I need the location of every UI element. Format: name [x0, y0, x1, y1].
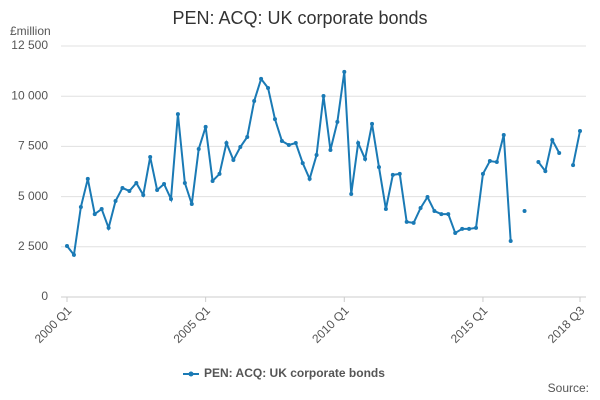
- x-tick-label: 2010 Q1: [309, 303, 352, 346]
- data-point: [446, 212, 451, 217]
- y-tick-label: 12 500: [11, 38, 48, 52]
- data-point: [175, 112, 180, 117]
- data-point: [425, 195, 430, 200]
- data-point: [321, 93, 326, 98]
- y-tick-label: 5 000: [18, 189, 48, 203]
- data-point: [189, 202, 194, 207]
- data-point: [148, 155, 153, 160]
- data-point: [328, 148, 333, 153]
- source: Source:: [548, 381, 589, 395]
- data-point: [453, 230, 458, 235]
- data-point: [99, 207, 104, 212]
- data-point: [571, 163, 576, 168]
- data-point: [432, 209, 437, 214]
- data-point: [203, 124, 208, 129]
- data-point: [460, 226, 465, 231]
- data-point: [168, 197, 173, 202]
- data-point: [231, 158, 236, 163]
- data-point: [370, 121, 375, 126]
- data-point: [404, 219, 409, 224]
- data-point: [307, 176, 312, 181]
- data-point: [363, 157, 368, 162]
- data-point: [349, 191, 354, 196]
- data-point: [314, 153, 319, 158]
- legend-marker: [188, 371, 194, 377]
- x-tick-label: 2005 Q1: [171, 303, 214, 346]
- data-point: [272, 117, 277, 122]
- data-point: [85, 176, 90, 181]
- data-point: [259, 76, 264, 81]
- data-point: [162, 181, 167, 186]
- data-point: [418, 206, 423, 211]
- data-point: [467, 226, 472, 231]
- data-point: [376, 165, 381, 170]
- data-point: [522, 209, 527, 214]
- data-point: [439, 212, 444, 217]
- data-point: [65, 243, 69, 248]
- data-point: [487, 159, 492, 164]
- data-point: [127, 188, 132, 193]
- data-point: [224, 140, 229, 145]
- data-point: [252, 99, 257, 104]
- data-point: [71, 252, 76, 257]
- data-point: [578, 128, 582, 133]
- chart-title: PEN: ACQ: UK corporate bonds: [172, 8, 427, 28]
- data-point: [300, 161, 305, 166]
- data-point: [134, 180, 139, 185]
- data-point: [550, 137, 555, 142]
- x-tick-label: 2018 Q3: [545, 303, 588, 346]
- data-point: [508, 238, 513, 243]
- data-point: [390, 172, 395, 177]
- data-point: [266, 85, 271, 90]
- data-point: [536, 160, 541, 165]
- data-point: [557, 151, 562, 156]
- data-point: [543, 169, 548, 174]
- data-point: [494, 160, 499, 165]
- data-point: [196, 147, 201, 152]
- y-tick-label: 10 000: [11, 88, 48, 102]
- data-point: [182, 180, 187, 185]
- data-point: [245, 134, 250, 139]
- y-tick-label: 2 500: [18, 239, 48, 253]
- data-point: [411, 220, 416, 225]
- data-point: [78, 205, 83, 210]
- x-tick-label: 2015 Q1: [448, 303, 491, 346]
- data-point: [141, 192, 146, 197]
- y-tick-label: 7 500: [18, 139, 48, 153]
- data-point: [480, 171, 485, 176]
- data-point: [155, 187, 160, 192]
- data-point: [92, 212, 97, 217]
- data-point: [342, 69, 347, 74]
- y-tick-label: 0: [41, 289, 48, 303]
- data-point: [106, 225, 111, 230]
- data-point: [474, 225, 479, 230]
- data-point: [279, 138, 284, 143]
- data-point: [501, 132, 506, 137]
- data-point: [238, 145, 243, 150]
- data-point: [286, 142, 291, 147]
- data-point: [397, 171, 402, 176]
- data-point: [356, 140, 361, 145]
- legend-label: PEN: ACQ: UK corporate bonds: [204, 366, 385, 380]
- x-tick-label: 2000 Q1: [32, 303, 75, 346]
- data-point: [113, 199, 118, 204]
- data-point: [120, 185, 125, 190]
- y-unit: £million: [10, 24, 51, 38]
- data-point: [217, 171, 222, 176]
- data-point: [335, 119, 340, 124]
- data-point: [383, 207, 388, 212]
- data-point: [293, 140, 298, 145]
- data-point: [210, 178, 215, 183]
- data-line: [66, 71, 581, 258]
